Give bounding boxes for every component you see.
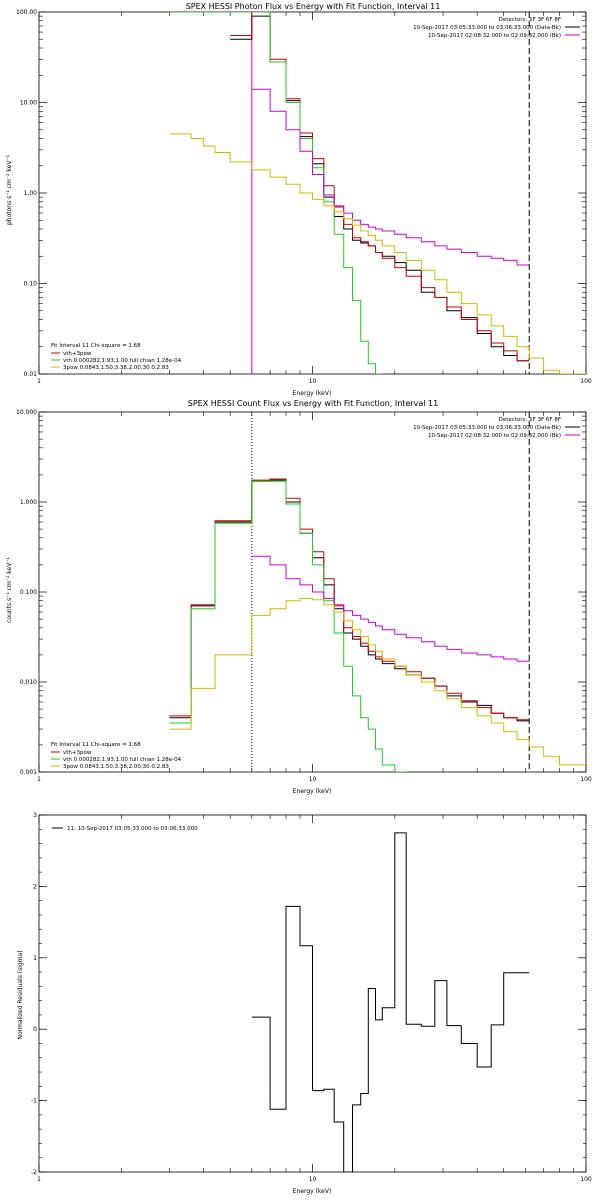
legend-header: Fit Interval 11 Chi-square = 1.68 (51, 343, 141, 349)
panel-photon-flux: SPEX HESSI Photon Flux vs Energy with Fi… (6, 2, 592, 397)
x-tick-label: 1 (37, 776, 41, 783)
legend-entry: 3pow 0.0843,1.50,3.38,2.00,30.0,2.83 (63, 365, 169, 371)
y-tick-label: 1.000 (20, 499, 37, 506)
series-red (169, 478, 530, 721)
y-tick-label: 0.10 (24, 281, 38, 288)
x-tick-label: 10 (309, 1176, 317, 1183)
x-tick-label: 10 (309, 378, 317, 385)
chart-title: SPEX HESSI Count Flux vs Energy with Fit… (188, 399, 439, 408)
x-tick-label: 100 (580, 1176, 592, 1183)
y-tick-label: 10.00 (20, 100, 37, 107)
plot-area: 1 10 100 -2 -1 0 1 2 3 (31, 812, 592, 1183)
legend-top-right: Detectors: 1F 3F 6F 8F 10-Sep-2017 03:05… (413, 417, 580, 439)
legend-bottom-left: Fit Interval 11 Chi-square = 1.68 vth+3p… (51, 343, 182, 371)
legend-entry: vth 0.000282,1.93,1.00 full chian 1.28e-… (63, 757, 182, 763)
legend-bottom-left: Fit Interval 11 Chi-square = 1.68 vth+3p… (51, 742, 182, 770)
panel-count-flux: SPEX HESSI Count Flux vs Energy with Fit… (6, 399, 592, 795)
legend-entry: vth+3pow (63, 750, 92, 756)
y-tick-label: 0.001 (20, 769, 37, 776)
series-black (230, 15, 530, 362)
legend-entry: vth 0.000282,1.93,1.00 full chian 1.28e-… (63, 358, 182, 364)
y-tick-label: 100.00 (16, 9, 37, 16)
x-axis-label: Energy (keV) (293, 1188, 332, 1195)
series-magenta (251, 555, 530, 662)
panel-residuals: Normalized Residuals (sigma) Energy (keV… (17, 812, 592, 1195)
plot-area: 1 10 100 0.001 0.010 0.100 1.000 10.000 (16, 409, 592, 783)
y-tick-label: 1.00 (24, 190, 38, 197)
legend-header: Detectors: 1F 3F 6F 8F (499, 17, 561, 23)
series-green (169, 12, 383, 374)
chart-title: SPEX HESSI Photon Flux vs Energy with Fi… (186, 2, 441, 11)
y-tick-label: 1 (33, 955, 37, 962)
x-tick-label: 1 (37, 378, 41, 385)
legend-entry: 3pow 0.0843,1.50,3.38,2.00,30.0,2.83 (63, 764, 169, 770)
legend-entry: 10-Sep-2017 03:05:33.000 to 03:06:33.000… (413, 425, 561, 431)
y-tick-label: 3 (33, 812, 37, 819)
y-tick-label: -2 (31, 1169, 37, 1176)
legend-entry: 10-Sep-2017 03:05:33.000 to 03:06:33.000… (413, 25, 561, 31)
y-tick-label: -1 (31, 1098, 37, 1105)
series-green (169, 480, 407, 772)
series-magenta (251, 88, 530, 266)
y-tick-label: 10.000 (16, 409, 37, 416)
series-red (230, 12, 530, 362)
plot-area: 1 10 100 0.01 0.10 1.00 10.00 100.00 (16, 9, 592, 385)
y-tick-label: 2 (33, 883, 37, 890)
y-tick-label: 0.010 (20, 679, 37, 686)
y-axis-label: Normalized Residuals (sigma) (17, 950, 24, 1039)
legend-top-right: Detectors: 1F 3F 6F 8F 10-Sep-2017 03:05… (413, 17, 580, 39)
legend-entry: 11: 10-Sep-2017 03:05:33.000 to 03:06:33… (67, 826, 198, 832)
series-yellow (169, 597, 586, 766)
legend-entry: 10-Sep-2017 02:08:32.000 to 02:09:32.000… (428, 433, 561, 439)
y-axis-label: counts s⁻¹ cm⁻² keV⁻¹ (6, 557, 13, 623)
x-axis-label: Energy (keV) (293, 788, 332, 795)
series-yellow (169, 133, 586, 374)
y-tick-label: 0 (33, 1026, 37, 1033)
legend-header: Detectors: 1F 3F 6F 8F (499, 417, 561, 423)
series-black (251, 832, 530, 1172)
legend-entry: 10-Sep-2017 02:08:32.000 to 02:09:32.000… (428, 33, 561, 39)
legend-header: Fit Interval 11 Chi-square = 1.68 (51, 742, 141, 748)
legend-top-left: 11: 10-Sep-2017 03:05:33.000 to 03:06:33… (52, 826, 198, 832)
x-tick-label: 100 (580, 776, 592, 783)
legend-entry: vth+3pow (63, 351, 92, 357)
y-axis-label: photons s⁻¹ cm⁻² keV⁻¹ (6, 154, 13, 225)
x-tick-label: 100 (580, 378, 592, 385)
x-tick-label: 1 (37, 1176, 41, 1183)
series-black (169, 479, 530, 722)
x-axis-label: Energy (keV) (293, 390, 332, 397)
y-tick-label: 0.01 (24, 371, 38, 378)
y-tick-label: 0.100 (20, 589, 37, 596)
x-tick-label: 10 (309, 776, 317, 783)
